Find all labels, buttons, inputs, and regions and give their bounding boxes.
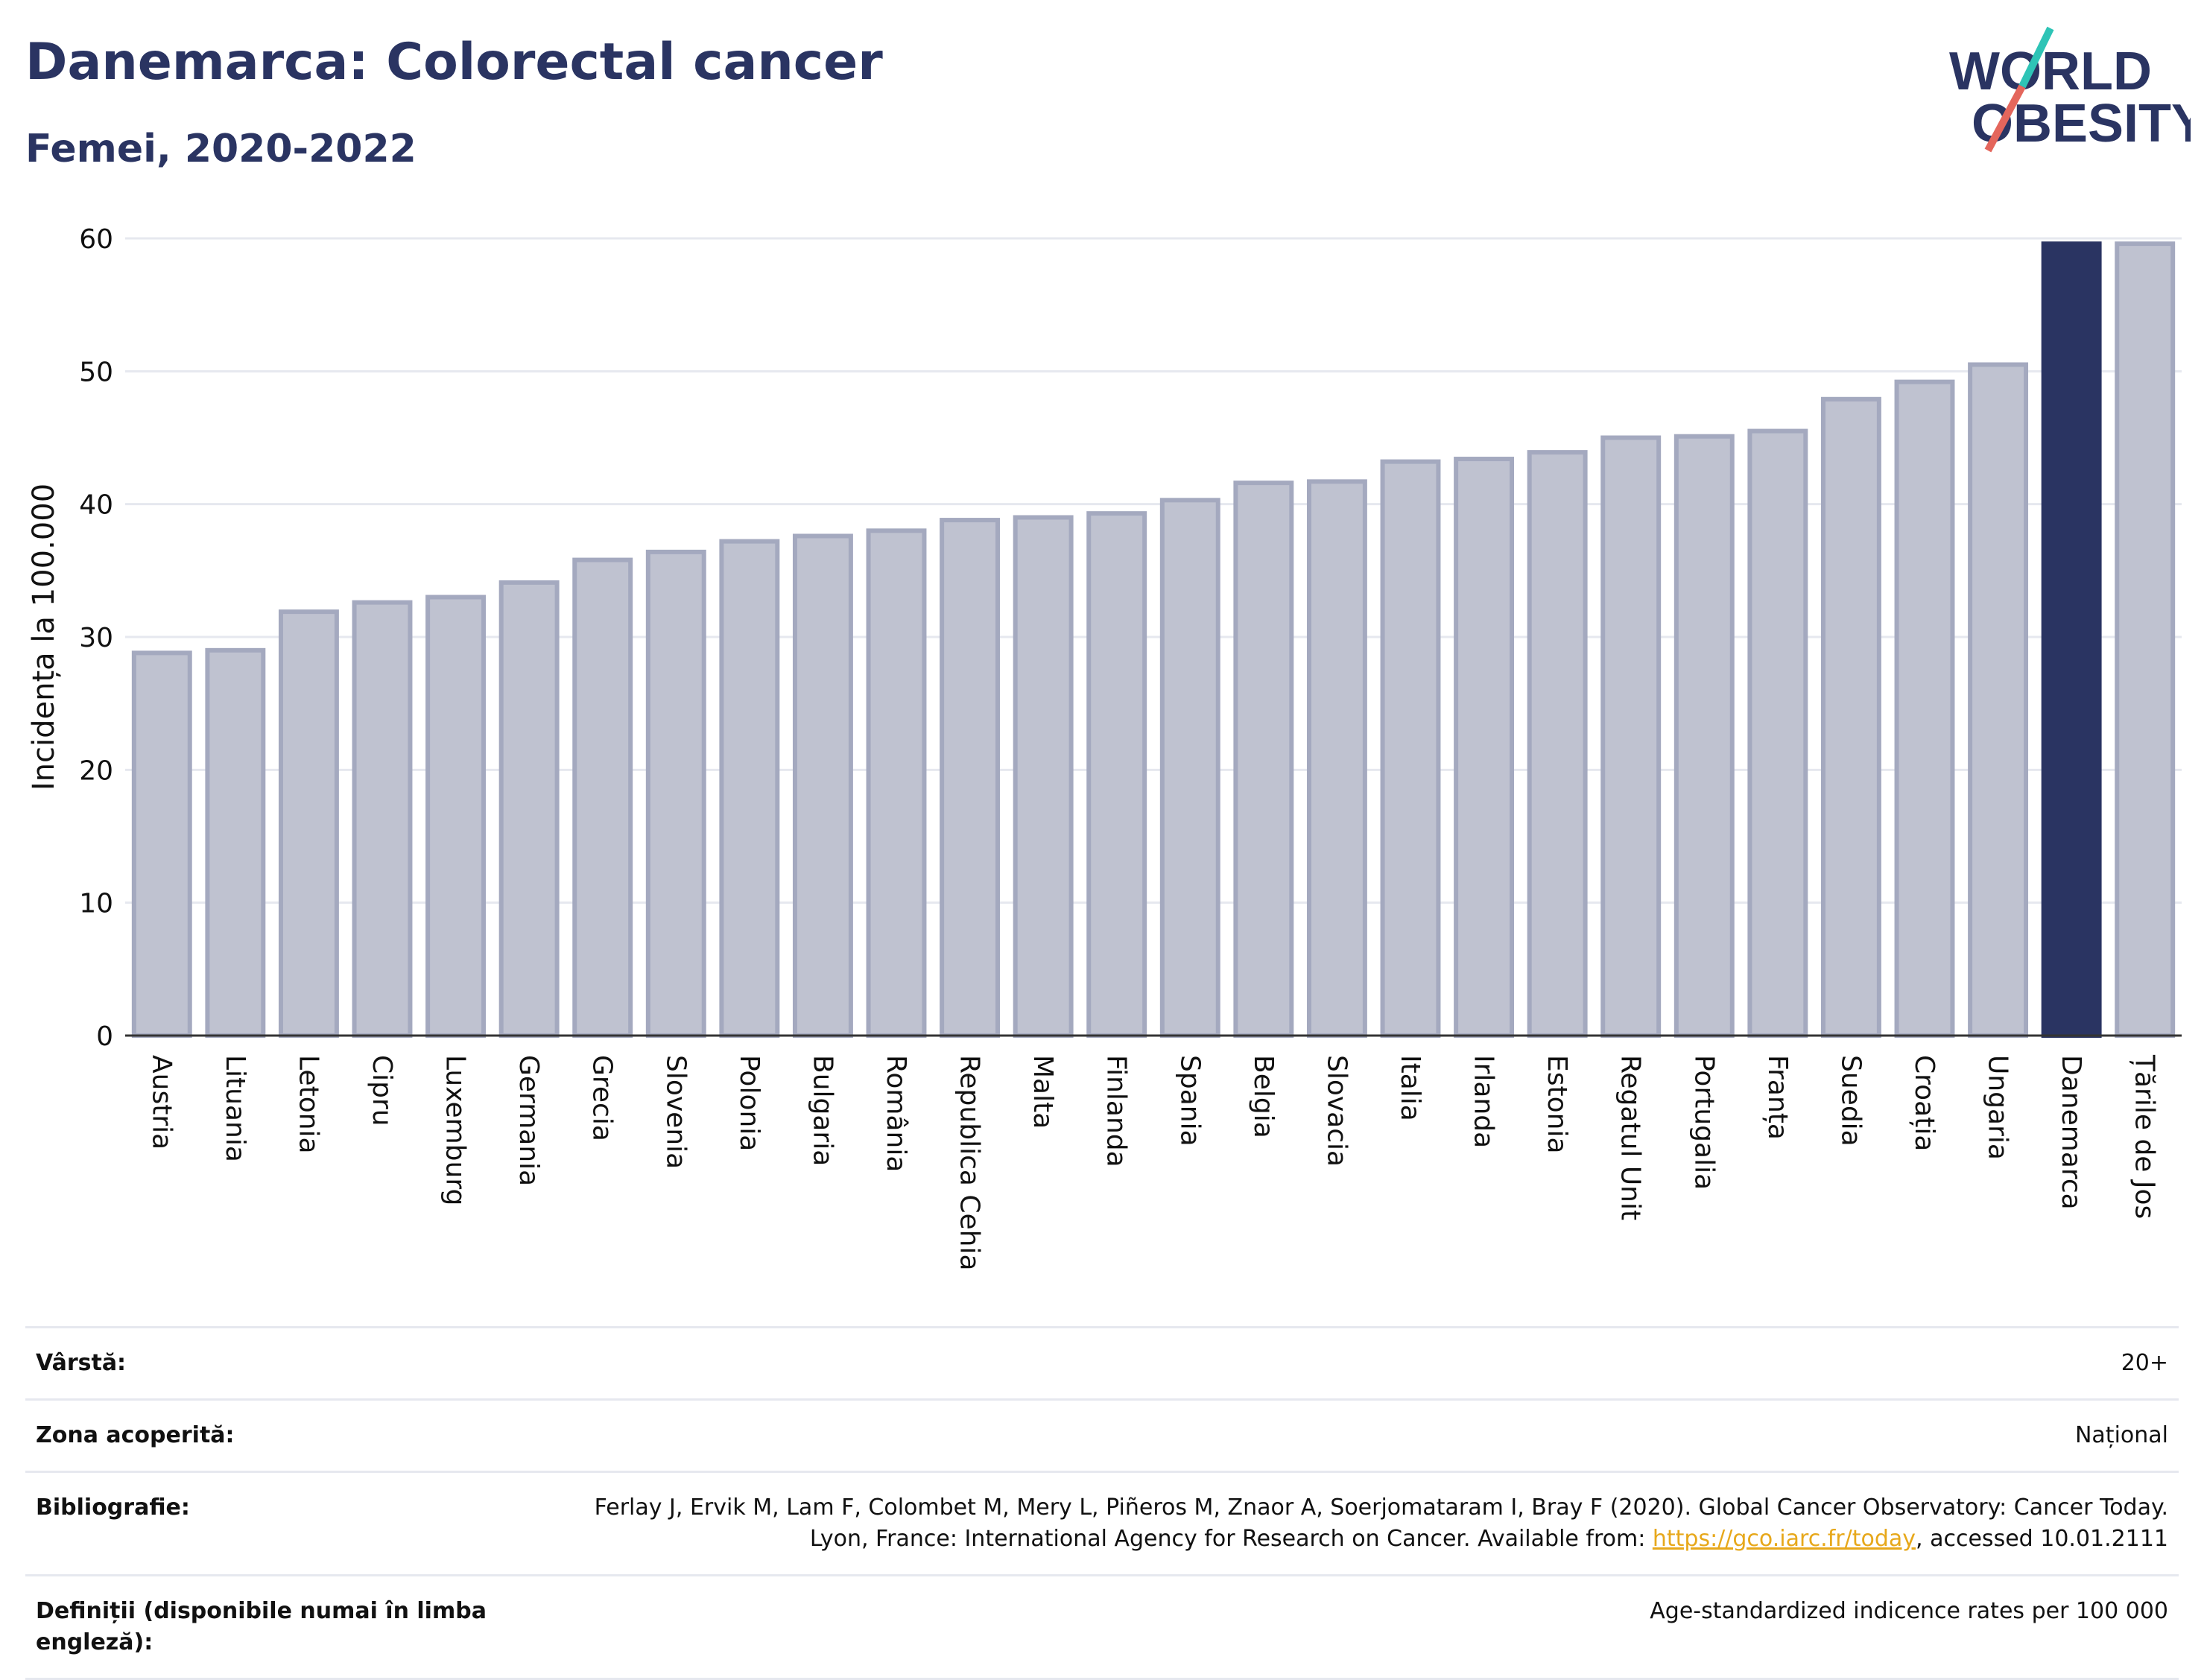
bar-18 [1380, 459, 1441, 1039]
bar-17 [1306, 479, 1367, 1039]
bibliography-accessed: , accessed 10.01.2111 [1916, 1526, 2168, 1552]
y-tick-label: 50 [79, 357, 113, 387]
logo-slash-top [2018, 26, 2054, 89]
bibliography-link[interactable]: https://gco.iarc.fr/today [1652, 1526, 1916, 1552]
info-row-bibliography: Bibliografie: Ferlay J, Ervik M, Lam F, … [25, 1471, 2179, 1574]
bar-22 [1673, 434, 1735, 1038]
x-tick-label: Lituania [220, 1055, 250, 1162]
info-label-coverage: Zona acoperită: [36, 1422, 235, 1448]
x-tick-label: Letonia [293, 1055, 323, 1154]
x-tick-label: România [881, 1055, 911, 1172]
x-tick-label: Malta [1027, 1055, 1058, 1129]
x-tick-label: Austria [146, 1055, 177, 1150]
y-tick-label: 30 [79, 623, 113, 653]
x-tick-label: Portugalia [1688, 1055, 1719, 1190]
x-tick-label: Regatul Unit [1615, 1055, 1646, 1220]
world-obesity-logo: WORLD OBESITY [1949, 26, 2191, 153]
x-tick-label: Germania [513, 1055, 544, 1186]
x-tick-label: Slovacia [1321, 1055, 1352, 1167]
bar-19 [1454, 457, 1515, 1038]
bar-25 [1894, 379, 1955, 1039]
bibliography-text: Ferlay J, Ervik M, Lam F, Colombet M, Me… [594, 1494, 2168, 1552]
y-tick-label: 0 [96, 1021, 113, 1052]
bar-6 [498, 580, 560, 1038]
bar-21 [1600, 435, 1662, 1038]
x-tick-label: Cipru [367, 1055, 397, 1126]
x-tick-label: Grecia [587, 1055, 618, 1141]
bar-15 [1159, 498, 1220, 1039]
bar-12 [940, 518, 1001, 1039]
x-tick-label: Slovenia [660, 1055, 691, 1169]
info-label-age: Vârstă: [36, 1350, 127, 1376]
y-tick-label: 20 [79, 755, 113, 786]
info-value-bibliography: Ferlay J, Ervik M, Lam F, Colombet M, Me… [566, 1492, 2168, 1555]
x-tick-label: Irlanda [1469, 1055, 1499, 1148]
bar-27 [2041, 241, 2102, 1039]
x-tick-label: Franța [1762, 1055, 1793, 1140]
info-label-definitions: Definiții (disponibile numai în limba en… [36, 1598, 487, 1655]
x-tick-label: Spania [1174, 1055, 1205, 1147]
bar-2 [205, 647, 266, 1038]
info-value-definitions: Age-standardized indicence rates per 100… [1650, 1598, 2168, 1624]
bar-24 [1820, 396, 1881, 1039]
x-tick-label: Belgia [1248, 1055, 1279, 1138]
bar-chart: 0 10 20 30 40 50 60 Incidența la 100.000 Austria… [27, 224, 2182, 1271]
x-tick-label: Croația [1909, 1055, 1939, 1151]
x-tick-label: Republica Cehia [954, 1055, 985, 1271]
bar-10 [792, 533, 853, 1038]
bar-28 [2115, 241, 2176, 1039]
info-label-bibliography: Bibliografie: [36, 1494, 190, 1521]
info-row-age: Vârstă: 20+ [25, 1326, 2179, 1398]
bar-26 [1968, 362, 2029, 1038]
x-tick-label: Ungaria [1983, 1055, 2013, 1160]
info-value-coverage: Național [2074, 1422, 2168, 1448]
x-tick-label: Suedia [1835, 1055, 1866, 1147]
info-table: Vârstă: 20+ Zona acoperită: Național Bib… [25, 1326, 2179, 1680]
bar-16 [1233, 481, 1294, 1038]
x-tick-label: Estonia [1542, 1055, 1572, 1154]
bar-3 [278, 609, 339, 1038]
logo-slash-bottom [1984, 84, 2026, 153]
bar-7 [572, 557, 633, 1039]
chart-title: Danemarca: Colorectal cancer [25, 33, 883, 92]
x-tick-label: Italia [1395, 1055, 1425, 1121]
x-tick-label: Bulgaria [807, 1055, 837, 1166]
bar-23 [1747, 428, 1808, 1039]
bar-9 [719, 539, 780, 1039]
bar-8 [645, 549, 706, 1039]
y-axis-label: Incidența la 100.000 [27, 484, 61, 790]
logo-line2: OBESITY [1972, 94, 2191, 153]
info-row-definitions: Definiții (disponibile numai în limba en… [25, 1574, 2179, 1680]
x-tick-label: Danemarca [2056, 1055, 2086, 1210]
x-tick-label: Luxemburg [440, 1055, 471, 1205]
info-row-coverage: Zona acoperită: Național [25, 1398, 2179, 1471]
bar-11 [866, 528, 927, 1039]
logo-line1: WORLD [1949, 42, 2152, 101]
bar-5 [425, 595, 487, 1038]
x-tick-label: Polonia [734, 1055, 764, 1151]
y-tick-label: 60 [79, 224, 113, 255]
bar-20 [1527, 450, 1588, 1039]
x-tick-label: Țările de Jos [2129, 1054, 2160, 1219]
chart-subtitle: Femei, 2020-2022 [25, 127, 417, 171]
info-value-age: 20+ [2121, 1350, 2168, 1376]
bar-4 [352, 600, 413, 1038]
bar-1 [131, 650, 192, 1038]
bar-14 [1086, 511, 1147, 1038]
y-tick-label: 40 [79, 490, 113, 521]
x-tick-label: Finlanda [1101, 1055, 1132, 1167]
bar-13 [1013, 515, 1074, 1038]
y-tick-label: 10 [79, 889, 113, 919]
